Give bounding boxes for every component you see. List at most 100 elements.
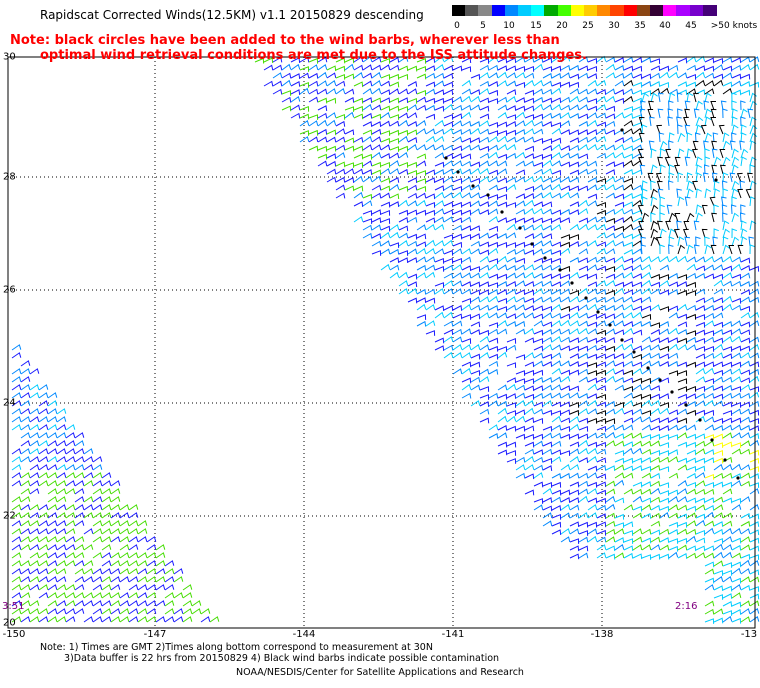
wind-barb bbox=[551, 456, 562, 463]
wind-barb bbox=[731, 527, 742, 535]
wind-barb bbox=[632, 320, 643, 327]
wind-barb bbox=[695, 329, 706, 336]
wind-barb bbox=[668, 472, 679, 479]
wind-barb bbox=[641, 481, 652, 487]
wind-barb bbox=[641, 57, 652, 63]
wind-barb bbox=[371, 136, 382, 143]
wind-barb bbox=[137, 576, 148, 583]
wind-barb bbox=[712, 132, 719, 143]
wind-barb bbox=[533, 287, 544, 295]
wind-barb bbox=[488, 305, 499, 311]
wind-barb bbox=[542, 153, 553, 160]
wind-barb bbox=[488, 289, 499, 295]
legend-swatch bbox=[531, 5, 546, 16]
wind-barb bbox=[425, 271, 436, 279]
wind-barb bbox=[524, 433, 535, 440]
wind-barb bbox=[722, 321, 733, 327]
wind-barb bbox=[542, 505, 553, 512]
wind-barb bbox=[506, 95, 517, 103]
wind-barb bbox=[731, 408, 742, 415]
legend-swatch bbox=[650, 5, 664, 16]
wind-barb bbox=[191, 600, 202, 607]
wind-barb bbox=[389, 264, 400, 271]
wind-barb bbox=[506, 402, 517, 408]
wind-barb bbox=[722, 303, 733, 311]
wind-barb bbox=[560, 512, 571, 519]
wind-barb bbox=[65, 600, 76, 607]
wind-barb bbox=[101, 544, 112, 551]
wind-barb bbox=[290, 89, 301, 95]
wind-barb bbox=[623, 281, 634, 287]
wind-barb bbox=[722, 536, 733, 543]
x-tick-150: -150 bbox=[2, 629, 26, 640]
wind-barb bbox=[488, 400, 499, 407]
wind-barb bbox=[425, 81, 436, 88]
wind-barb bbox=[542, 191, 553, 199]
wind-barb bbox=[569, 464, 580, 471]
wind-barb bbox=[533, 96, 544, 103]
wind-barb bbox=[542, 465, 553, 471]
wind-barb bbox=[740, 608, 751, 615]
wind-barb bbox=[308, 72, 319, 79]
wind-barb bbox=[650, 377, 661, 383]
wind-barb bbox=[506, 183, 517, 191]
wind-barb bbox=[263, 80, 274, 87]
wind-barb bbox=[623, 128, 634, 135]
wind-barb bbox=[614, 528, 625, 535]
wind-barb bbox=[380, 130, 391, 136]
wind-barb bbox=[638, 116, 645, 127]
wind-barb bbox=[164, 576, 175, 583]
wind-barb bbox=[515, 399, 526, 407]
wind-barb bbox=[677, 255, 688, 263]
wind-barb bbox=[488, 424, 499, 431]
wind-barb bbox=[614, 450, 625, 456]
legend-swatch bbox=[610, 5, 625, 16]
wind-barb bbox=[425, 144, 436, 151]
wind-barb bbox=[713, 337, 724, 344]
wind-barb bbox=[632, 199, 643, 207]
wind-barb bbox=[677, 57, 688, 64]
wind-barb bbox=[740, 401, 751, 408]
wind-barb bbox=[317, 145, 328, 152]
wind-barb bbox=[668, 352, 679, 359]
wind-barb bbox=[470, 343, 481, 351]
wind-barb bbox=[749, 375, 760, 383]
x-tick-144: -144 bbox=[292, 629, 316, 640]
wind-barb bbox=[641, 457, 652, 463]
wind-barb bbox=[452, 201, 463, 208]
wind-barb bbox=[731, 448, 742, 455]
wind-barb bbox=[506, 425, 517, 432]
wind-barb bbox=[110, 568, 121, 575]
wind-barb bbox=[461, 79, 472, 87]
wind-barb bbox=[29, 488, 40, 495]
wind-barb bbox=[11, 504, 22, 511]
wind-barb bbox=[713, 279, 724, 287]
wind-barb bbox=[515, 217, 526, 224]
wind-barb bbox=[542, 145, 553, 151]
wind-barb bbox=[407, 297, 418, 304]
wind-barb bbox=[668, 255, 679, 263]
wind-barb bbox=[614, 353, 625, 359]
wind-barb bbox=[344, 162, 355, 168]
wind-barb bbox=[515, 264, 526, 271]
wind-barb bbox=[506, 265, 517, 271]
wind-barb bbox=[344, 129, 355, 136]
wind-barb bbox=[569, 538, 580, 544]
wind-barb bbox=[623, 465, 634, 472]
wind-barb bbox=[677, 124, 683, 135]
wind-barb bbox=[119, 504, 130, 511]
wind-barb bbox=[506, 80, 517, 87]
wind-barb bbox=[506, 321, 517, 327]
wind-barb bbox=[11, 424, 22, 431]
wind-barb bbox=[56, 448, 67, 455]
legend-swatch bbox=[518, 5, 532, 16]
wind-barb bbox=[506, 281, 517, 287]
wind-barb bbox=[407, 161, 418, 168]
wind-barb bbox=[38, 432, 49, 439]
wind-barb bbox=[686, 457, 697, 464]
wind-barb bbox=[659, 490, 670, 496]
wind-barb bbox=[506, 362, 517, 368]
wind-barb bbox=[470, 137, 481, 143]
wind-barb bbox=[569, 328, 580, 335]
